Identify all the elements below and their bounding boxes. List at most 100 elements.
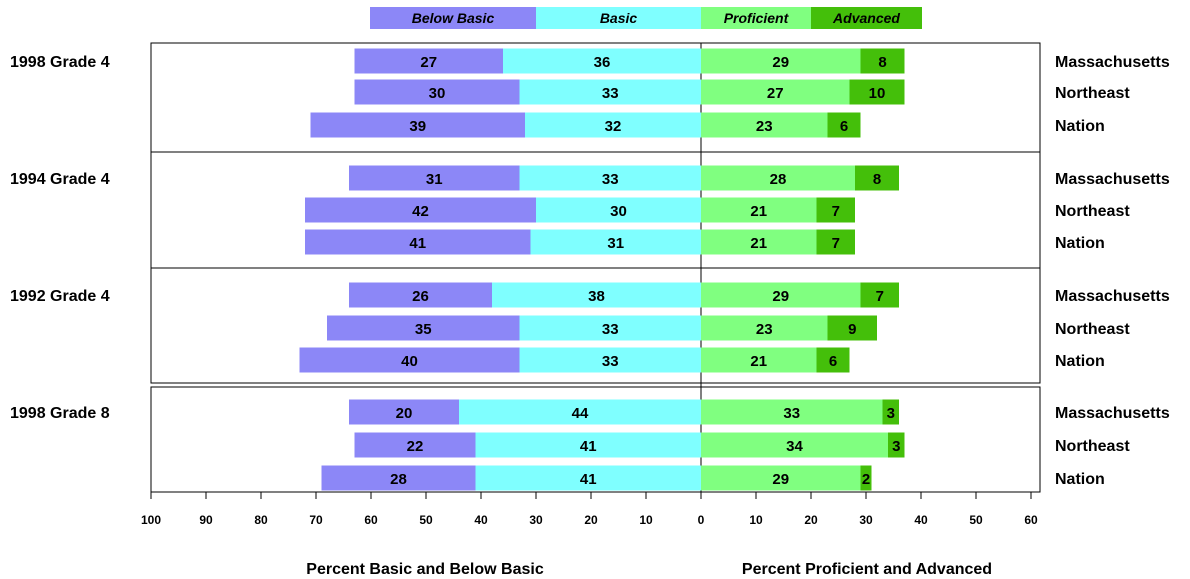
data-label-basic: 36	[594, 54, 611, 71]
bar-advanced	[816, 197, 855, 223]
bar-below-basic	[305, 197, 536, 223]
bar-proficient	[701, 229, 817, 255]
bar-basic	[475, 432, 701, 458]
data-label-basic: 41	[580, 438, 597, 455]
bar-proficient	[701, 48, 861, 74]
x-tick-label: 40	[474, 513, 488, 527]
bar-proficient	[701, 197, 817, 223]
bar-proficient	[701, 79, 850, 105]
bar-basic	[536, 197, 701, 223]
bar-advanced	[860, 465, 872, 491]
data-label-proficient: 33	[783, 405, 800, 422]
region-label: Northeast	[1055, 438, 1130, 455]
plot-area	[150, 42, 1041, 493]
data-label-below-basic: 35	[415, 321, 432, 338]
bar-basic	[519, 315, 701, 341]
region-label: Nation	[1055, 471, 1105, 488]
data-label-proficient: 34	[786, 438, 803, 455]
legend-label-below-basic: Below Basic	[412, 10, 495, 26]
panel-3	[150, 267, 1041, 384]
x-tick-label: 10	[749, 513, 763, 527]
bar-advanced	[816, 347, 850, 373]
data-label-basic: 30	[610, 203, 627, 220]
group-label: 1992 Grade 4	[10, 288, 110, 305]
group-label: 1994 Grade 4	[10, 171, 110, 188]
data-label-below-basic: 30	[429, 85, 446, 102]
data-label-basic: 44	[572, 405, 589, 422]
data-label-below-basic: 31	[426, 171, 443, 188]
legend-label-proficient: Proficient	[724, 10, 790, 26]
region-label: Northeast	[1055, 321, 1130, 338]
data-label-proficient: 28	[770, 171, 787, 188]
region-label: Massachusetts	[1055, 54, 1170, 71]
x-axis: 100 90 80 70 60 50 40 30 20 10 0 10 20 30 40 50 60	[141, 491, 1040, 527]
x-tick-label: 100	[141, 513, 161, 527]
region-label: Northeast	[1055, 203, 1130, 220]
data-label-proficient: 29	[772, 471, 789, 488]
bar-below-basic	[349, 399, 459, 425]
data-label-below-basic: 20	[396, 405, 413, 422]
data-label-proficient: 21	[750, 353, 767, 370]
region-label: Nation	[1055, 353, 1105, 370]
data-label-advanced: 10	[869, 85, 886, 102]
data-label-proficient: 21	[750, 203, 767, 220]
x-tick-label: 60	[364, 513, 378, 527]
bar-below-basic	[354, 48, 503, 74]
x-tick-label: 60	[1024, 513, 1038, 527]
x-axis-title-left: Percent Basic and Below Basic	[306, 561, 544, 578]
x-tick-label: 30	[529, 513, 543, 527]
data-label-below-basic: 28	[390, 471, 407, 488]
data-label-basic: 33	[602, 85, 619, 102]
data-label-below-basic: 42	[412, 203, 429, 220]
legend-label-advanced: Advanced	[832, 10, 900, 26]
bar-advanced	[816, 229, 855, 255]
region-label: Massachusetts	[1055, 171, 1170, 188]
x-tick-label: 20	[584, 513, 598, 527]
bar-advanced	[827, 112, 861, 138]
bar-advanced	[827, 315, 877, 341]
data-label-advanced: 2	[862, 471, 870, 488]
bar-basic	[519, 165, 701, 191]
data-label-basic: 33	[602, 353, 619, 370]
group-label: 1998 Grade 8	[10, 405, 110, 422]
bar-advanced	[860, 48, 905, 74]
bar-below-basic	[327, 315, 520, 341]
data-label-proficient: 27	[767, 85, 784, 102]
data-label-proficient: 29	[772, 54, 789, 71]
data-label-basic: 33	[602, 321, 619, 338]
data-label-below-basic: 39	[409, 118, 426, 135]
data-label-proficient: 23	[756, 118, 773, 135]
data-label-advanced: 6	[840, 118, 848, 135]
bar-proficient	[701, 315, 828, 341]
legend-label-basic: Basic	[600, 10, 638, 26]
data-label-basic: 41	[580, 471, 597, 488]
data-label-proficient: 21	[750, 235, 767, 252]
bar-advanced	[860, 282, 899, 308]
bar-basic	[519, 79, 701, 105]
x-tick-label: 0	[698, 513, 705, 527]
x-tick-label: 80	[254, 513, 268, 527]
bar-advanced	[888, 432, 905, 458]
data-label-advanced: 7	[876, 288, 884, 305]
bars	[299, 48, 905, 491]
group-label: 1998 Grade 4	[10, 54, 110, 71]
bar-below-basic	[305, 229, 531, 255]
data-label-advanced: 7	[832, 203, 840, 220]
data-label-below-basic: 22	[407, 438, 424, 455]
x-axis-title-right: Percent Proficient and Advanced	[742, 561, 992, 578]
x-tick-label: 90	[199, 513, 213, 527]
bar-basic	[519, 347, 701, 373]
data-label-basic: 33	[602, 171, 619, 188]
bar-basic	[503, 48, 701, 74]
bar-advanced	[855, 165, 899, 191]
legend-swatch-advanced	[811, 7, 922, 29]
bar-below-basic	[310, 112, 525, 138]
bar-below-basic	[349, 282, 492, 308]
x-tick-label: 40	[914, 513, 928, 527]
region-label: Massachusetts	[1055, 405, 1170, 422]
bar-proficient	[701, 112, 828, 138]
x-tick-label: 50	[969, 513, 983, 527]
data-label-advanced: 8	[878, 54, 886, 71]
legend-swatch-below-basic	[370, 7, 536, 29]
